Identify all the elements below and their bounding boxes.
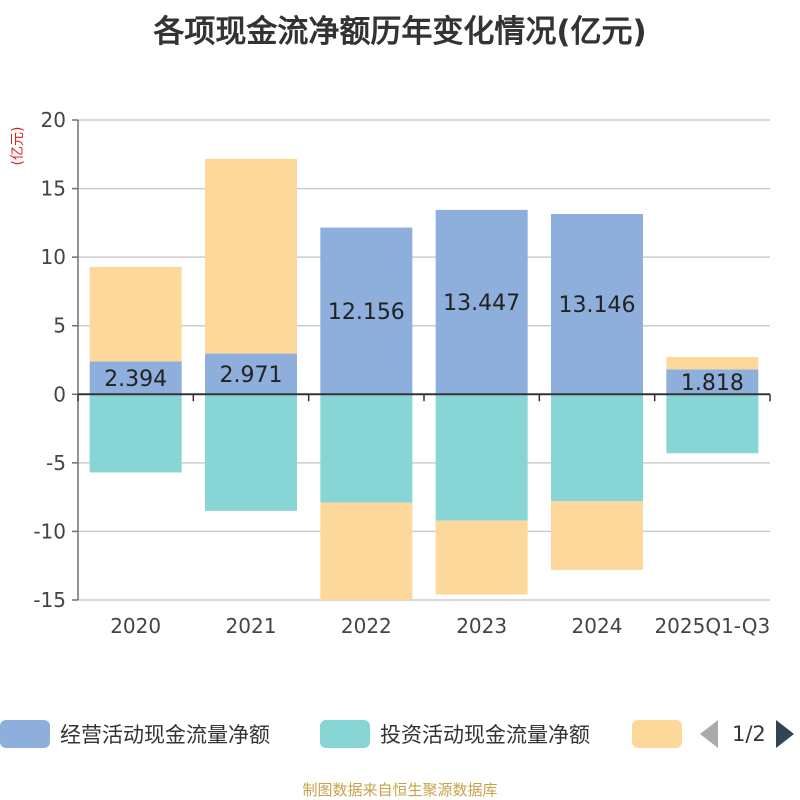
bar-value-label: 13.447 xyxy=(443,291,520,316)
legend-label: 投资活动现金流量净额 xyxy=(380,723,590,747)
legend-page-indicator: 1/2 xyxy=(732,722,766,746)
x-category-label: 2023 xyxy=(456,614,507,638)
bar-value-label: 2.971 xyxy=(220,363,283,388)
y-tick-label: 10 xyxy=(41,245,66,269)
y-tick-label: 15 xyxy=(41,177,66,201)
legend-next-page-icon[interactable] xyxy=(775,720,794,748)
legend-pager: 1/2 xyxy=(700,716,794,752)
legend-item-investing[interactable]: 投资活动现金流量净额 xyxy=(320,716,590,752)
data-source-note: 制图数据来自恒生聚源数据库 xyxy=(302,781,498,799)
bar xyxy=(205,353,297,395)
bar xyxy=(435,520,528,595)
y-tick-label: 20 xyxy=(41,108,66,132)
legend-item-operating[interactable]: 经营活动现金流量净额 xyxy=(0,716,270,752)
bars xyxy=(89,158,759,600)
bar xyxy=(666,369,759,395)
legend-item-third[interactable] xyxy=(632,716,682,752)
legend-label: 经营活动现金流量净额 xyxy=(60,723,270,747)
legend-swatch xyxy=(0,720,50,748)
x-category-label: 2024 xyxy=(572,614,623,638)
chart-title: 各项现金流净额历年变化情况(亿元) xyxy=(153,14,647,50)
x-category-label: 2022 xyxy=(341,614,392,638)
y-tick-label: -15 xyxy=(33,588,66,612)
bar xyxy=(89,361,182,395)
bar xyxy=(551,213,643,395)
bar-value-label: 13.146 xyxy=(559,293,636,318)
bar xyxy=(666,357,759,370)
bar xyxy=(551,501,643,570)
y-tick-label: 0 xyxy=(53,382,66,406)
x-category-label: 2021 xyxy=(226,614,277,638)
legend-prev-page-icon[interactable] xyxy=(700,720,718,748)
y-tick-label: -10 xyxy=(33,519,66,543)
y-tick-label: -5 xyxy=(46,451,66,475)
bar xyxy=(320,394,413,503)
legend-swatch xyxy=(320,720,370,748)
legend: 经营活动现金流量净额 投资活动现金流量净额 1/2 xyxy=(0,716,800,752)
y-axis-unit-label: (亿元) xyxy=(10,127,26,166)
bar-labels: 2.394 2.971 12.156 13.447 13.146 1.818 xyxy=(104,291,744,396)
bar-value-label: 1.818 xyxy=(681,371,744,396)
legend-swatch xyxy=(632,720,682,748)
bar-value-label: 12.156 xyxy=(328,300,405,325)
x-category-label: 2025Q1-Q3 xyxy=(654,614,770,638)
bar-chart: 2.394 2.971 12.156 13.447 13.146 1.818 -15 -10… xyxy=(10,108,771,638)
bar xyxy=(205,394,297,511)
bar xyxy=(551,394,643,502)
bar xyxy=(435,394,528,521)
x-category-label: 2020 xyxy=(110,614,161,638)
bar xyxy=(205,158,297,354)
bar xyxy=(666,394,759,454)
bar xyxy=(320,502,413,600)
bar xyxy=(435,209,528,395)
y-tick-label: 5 xyxy=(53,314,66,338)
gridlines xyxy=(78,119,770,601)
bar xyxy=(89,266,182,362)
bar xyxy=(89,394,182,473)
bar xyxy=(320,227,413,395)
bar-value-label: 2.394 xyxy=(104,367,167,392)
